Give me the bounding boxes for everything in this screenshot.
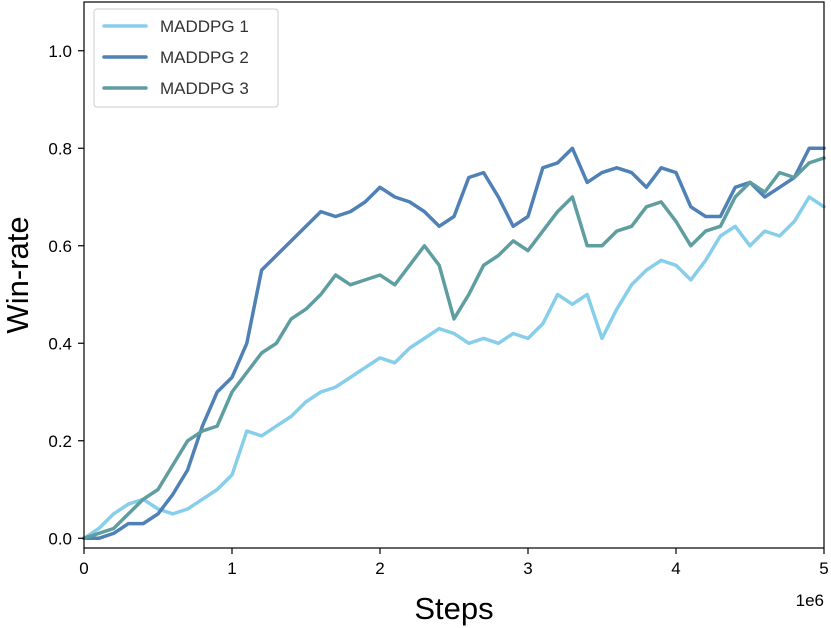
legend-label: MADDPG 1 [160,17,249,36]
x-multiplier-label: 1e6 [796,591,824,610]
series-line-1 [82,195,826,541]
x-axis-ticks: 0 1 2 3 4 5 [79,548,829,578]
y-tick-label: 0.8 [48,139,72,158]
y-tick-label: 0.0 [48,529,72,548]
legend-box [93,8,279,108]
x-tick-label: 2 [375,559,384,578]
legend-label: MADDPG 2 [160,48,249,67]
x-tick-label: 3 [523,559,532,578]
y-tick-label: 0.6 [48,237,72,256]
legend-label: MADDPG 3 [160,79,249,98]
y-axis-ticks: 0.0 0.2 0.4 0.6 0.8 1.0 [48,42,84,548]
x-tick-label: 4 [671,559,680,578]
x-axis-label: Steps [414,591,493,626]
y-tick-label: 0.4 [48,334,72,353]
y-axis-label: Win-rate [0,216,35,333]
series-line-2 [82,146,826,541]
x-tick-label: 0 [79,559,88,578]
legend: MADDPG 1 MADDPG 2 MADDPG 3 [93,8,279,108]
plot-lines [82,146,826,541]
x-tick-label: 5 [819,559,828,578]
y-tick-label: 1.0 [48,42,72,61]
y-tick-label: 0.2 [48,432,72,451]
x-tick-label: 1 [227,559,236,578]
series-line-3 [82,156,826,541]
plot-frame [83,1,825,549]
